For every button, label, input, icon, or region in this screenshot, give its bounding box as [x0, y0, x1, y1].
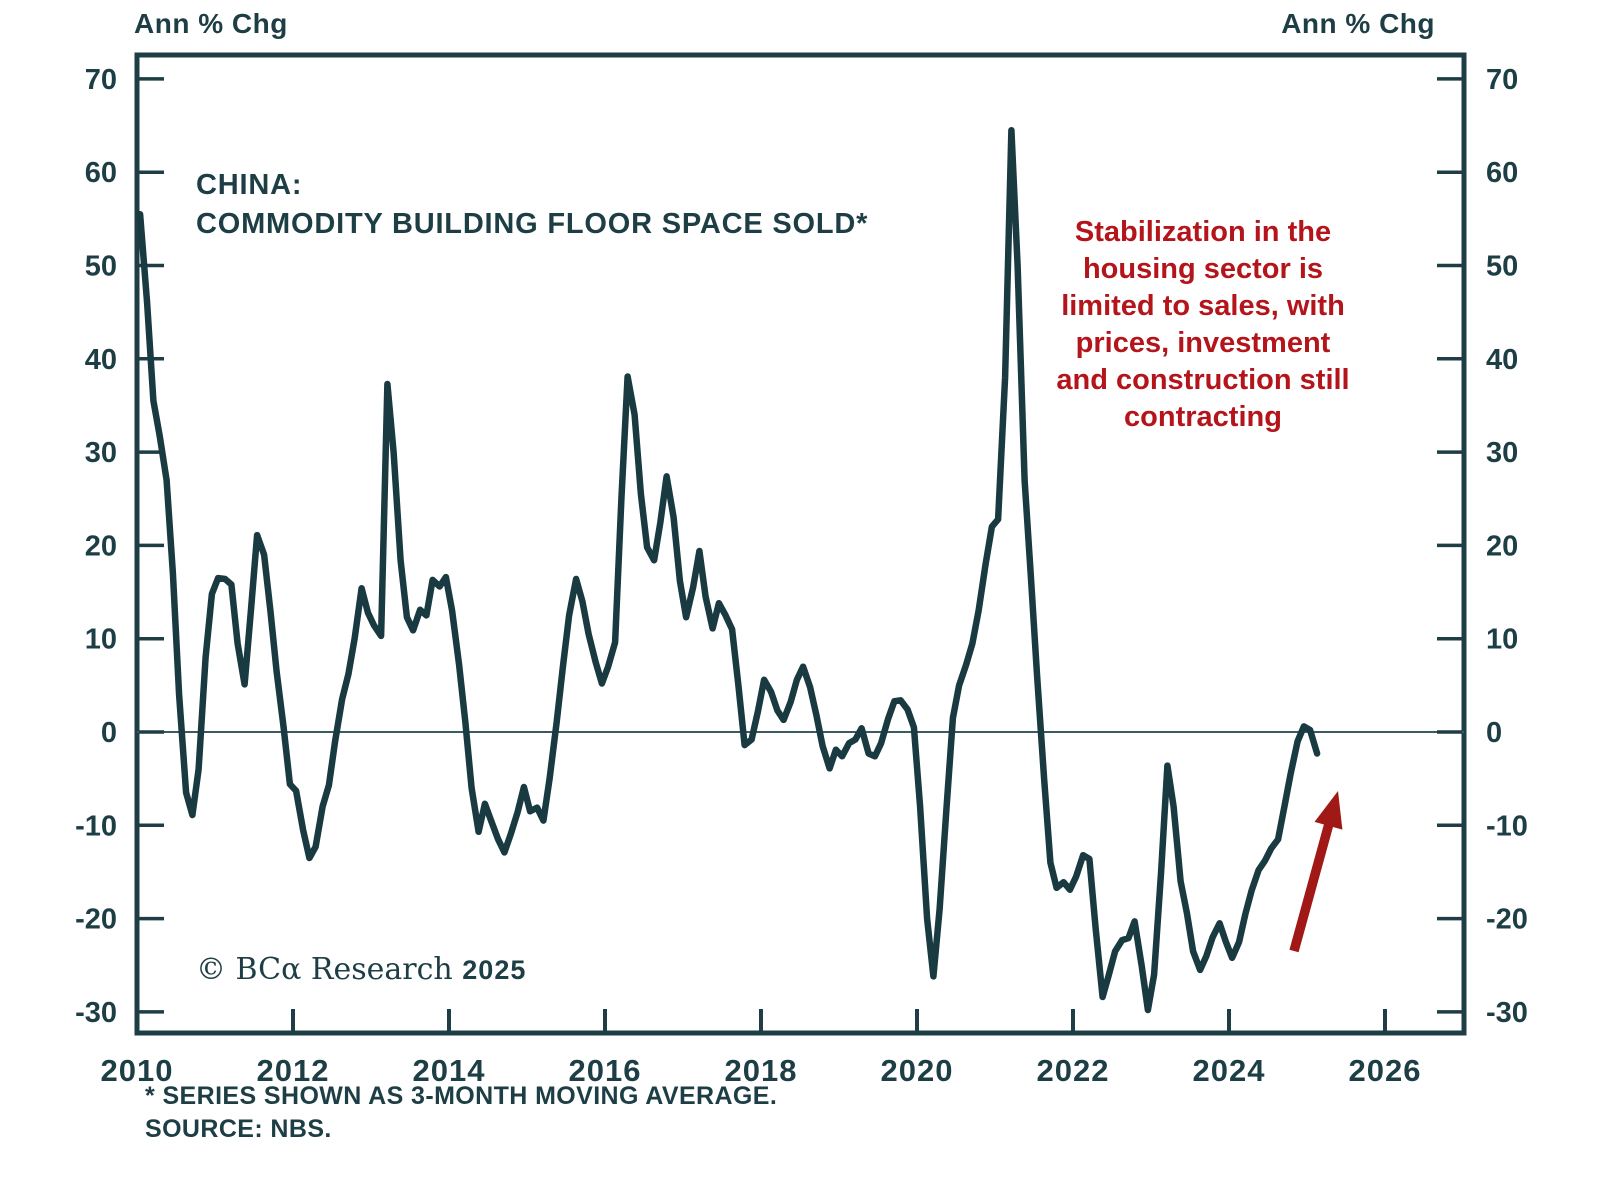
x-tick-label: 2020 [881, 1053, 954, 1088]
footnotes: * SERIES SHOWN AS 3-MONTH MOVING AVERAGE… [145, 1082, 778, 1143]
y-tick-label-left: 30 [85, 437, 117, 469]
y-tick-label-left: 10 [85, 624, 117, 656]
y-tick-label-left: 0 [101, 717, 117, 749]
y-tick-label-left: -30 [75, 997, 117, 1029]
y-tick-label-right: 20 [1486, 530, 1518, 562]
annotation-arrow-shaft [1289, 818, 1335, 953]
y-tick-label-left: 50 [85, 251, 117, 283]
copyright-brand: © BCα Research [196, 952, 453, 987]
annotation-text: Stabilization in the housing sector is l… [1056, 216, 1350, 433]
y-tick-label-right: 30 [1486, 437, 1518, 469]
chart-title: CHINA: COMMODITY BUILDING FLOOR SPACE SO… [196, 169, 869, 240]
y-tick-label-right: -20 [1486, 904, 1528, 936]
y-tick-label-right: 70 [1486, 64, 1518, 96]
y-tick-label-right: 40 [1486, 344, 1518, 376]
y-tick-label-right: -30 [1486, 997, 1528, 1029]
x-tick-label: 2018 [725, 1053, 798, 1088]
plot-border [134, 52, 1467, 1036]
y-tick-label-left: -20 [75, 904, 117, 936]
y-tick-label-left: 60 [85, 157, 117, 189]
data-series-line [136, 126, 1321, 1014]
y-tick-label-right: 60 [1486, 157, 1518, 189]
y-tick-label-right: 0 [1486, 717, 1502, 749]
copyright-year: 2025 [462, 955, 527, 985]
y-tick-label-right: 10 [1486, 624, 1518, 656]
y-tick-label-left: -10 [75, 810, 117, 842]
y-tick-label-right: 50 [1486, 251, 1518, 283]
y-tick-label-right: -10 [1486, 810, 1528, 842]
annotation-arrow-head [1314, 791, 1343, 830]
x-tick-label: 2010 [101, 1053, 174, 1088]
y-tick-label-left: 40 [85, 344, 117, 376]
x-tick-label: 2026 [1349, 1053, 1422, 1088]
y-axis-title-left: Ann % Chg [134, 8, 288, 39]
x-tick-label: 2012 [257, 1053, 330, 1088]
y-axis-title-right: Ann % Chg [1281, 8, 1435, 39]
x-tick-label: 2024 [1193, 1053, 1266, 1088]
copyright: © BCα Research 2025 [196, 952, 526, 987]
x-tick-label: 2014 [413, 1053, 486, 1088]
x-tick-label: 2016 [569, 1053, 642, 1088]
y-tick-label-left: 70 [85, 64, 117, 96]
x-tick-label: 2022 [1037, 1053, 1110, 1088]
y-tick-label-left: 20 [85, 530, 117, 562]
